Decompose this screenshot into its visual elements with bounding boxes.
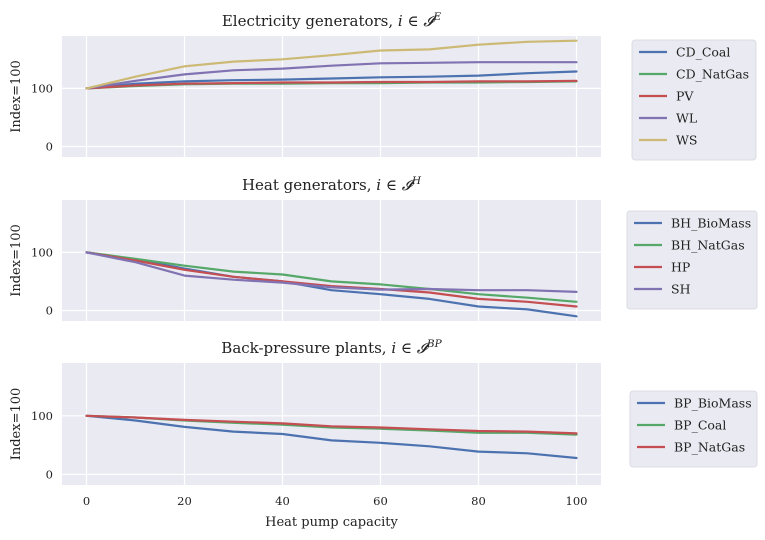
panel-title-text: Heat generators, <box>242 176 376 194</box>
legend-entry: HP <box>671 260 690 275</box>
panel-title-math: i ∈ 𝓘 <box>391 339 431 357</box>
panel-2: 0 100 Index=100 Heat generators, i ∈ 𝓘H BH_B… <box>9 175 758 321</box>
panel-title-superscript: BP <box>426 338 443 350</box>
x-tick-label: 0 <box>83 494 90 508</box>
x-axis-label: Heat pump capacity <box>265 515 398 530</box>
panel-title-math: i ∈ 𝓘 <box>376 176 416 194</box>
panel-title-math: i ∈ 𝓘 <box>398 12 438 30</box>
x-tick-label: 40 <box>275 494 290 508</box>
series-line-WS <box>85 39 578 90</box>
series-line-BH_BioMass <box>85 251 578 318</box>
legend-entry: PV <box>676 89 694 104</box>
series-line-WL <box>85 61 578 90</box>
y-axis-label: Index=100 <box>9 388 24 461</box>
panel-1: 0 100 Index=100 Electricity generators, i ∈… <box>9 11 757 161</box>
plot-area <box>62 363 601 485</box>
legend-entry: SH <box>671 282 691 297</box>
legend-entry: BP_Coal <box>674 418 726 433</box>
legend-entry: CD_Coal <box>676 45 730 60</box>
panel-title: Heat generators, i ∈ 𝓘H <box>242 175 422 194</box>
legend: CD_Coal CD_NatGas PV WL WS <box>631 39 757 161</box>
legend-entry: CD_NatGas <box>676 67 749 82</box>
y-axis-label: Index=100 <box>9 224 24 297</box>
y-tick-label: 100 <box>31 409 53 423</box>
panel-title-superscript: H <box>411 175 422 187</box>
legend-box <box>631 39 757 161</box>
series-line-PV <box>85 79 578 90</box>
x-tick-label: 20 <box>177 494 192 508</box>
y-tick-label: 0 <box>46 304 53 318</box>
panel-title-text: Back-pressure plants, <box>221 339 391 357</box>
y-tick-label: 0 <box>46 467 53 481</box>
series-line-SH <box>85 251 578 293</box>
legend: BP_BioMass BP_Coal BP_NatGas <box>629 390 758 468</box>
series-line-BP_BioMass <box>85 414 578 460</box>
series-line-CD_Coal <box>85 70 578 90</box>
legend: BH_BioMass BH_NatGas HP SH <box>626 210 758 310</box>
legend-entry: WL <box>676 111 697 126</box>
panel-title: Electricity generators, i ∈ 𝓘E <box>222 11 442 30</box>
legend-entry: BH_BioMass <box>671 216 751 231</box>
y-tick-label: 0 <box>46 140 53 154</box>
panel-title-text: Electricity generators, <box>222 12 398 30</box>
legend-entry: WS <box>676 133 697 148</box>
y-tick-label: 100 <box>31 81 53 95</box>
x-tick-label: 100 <box>566 494 588 508</box>
series-line-HP <box>85 251 578 308</box>
series-line-BH_NatGas <box>85 251 578 303</box>
y-axis-label: Index=100 <box>9 60 24 133</box>
y-tick-label: 100 <box>31 245 53 259</box>
series-line-BP_NatGas <box>85 414 578 435</box>
legend-box <box>626 210 758 310</box>
legend-entry: BH_NatGas <box>671 238 745 253</box>
panel-title-superscript: E <box>433 11 442 23</box>
legend-entry: BP_BioMass <box>674 396 752 411</box>
x-tick-label: 80 <box>471 494 486 508</box>
panel-3: 0 100 Index=100 Back-pressure plants, i ∈ 𝓘… <box>9 338 758 530</box>
panel-title: Back-pressure plants, i ∈ 𝓘BP <box>221 338 442 357</box>
legend-entry: BP_NatGas <box>674 440 745 455</box>
x-tick-label: 60 <box>373 494 388 508</box>
